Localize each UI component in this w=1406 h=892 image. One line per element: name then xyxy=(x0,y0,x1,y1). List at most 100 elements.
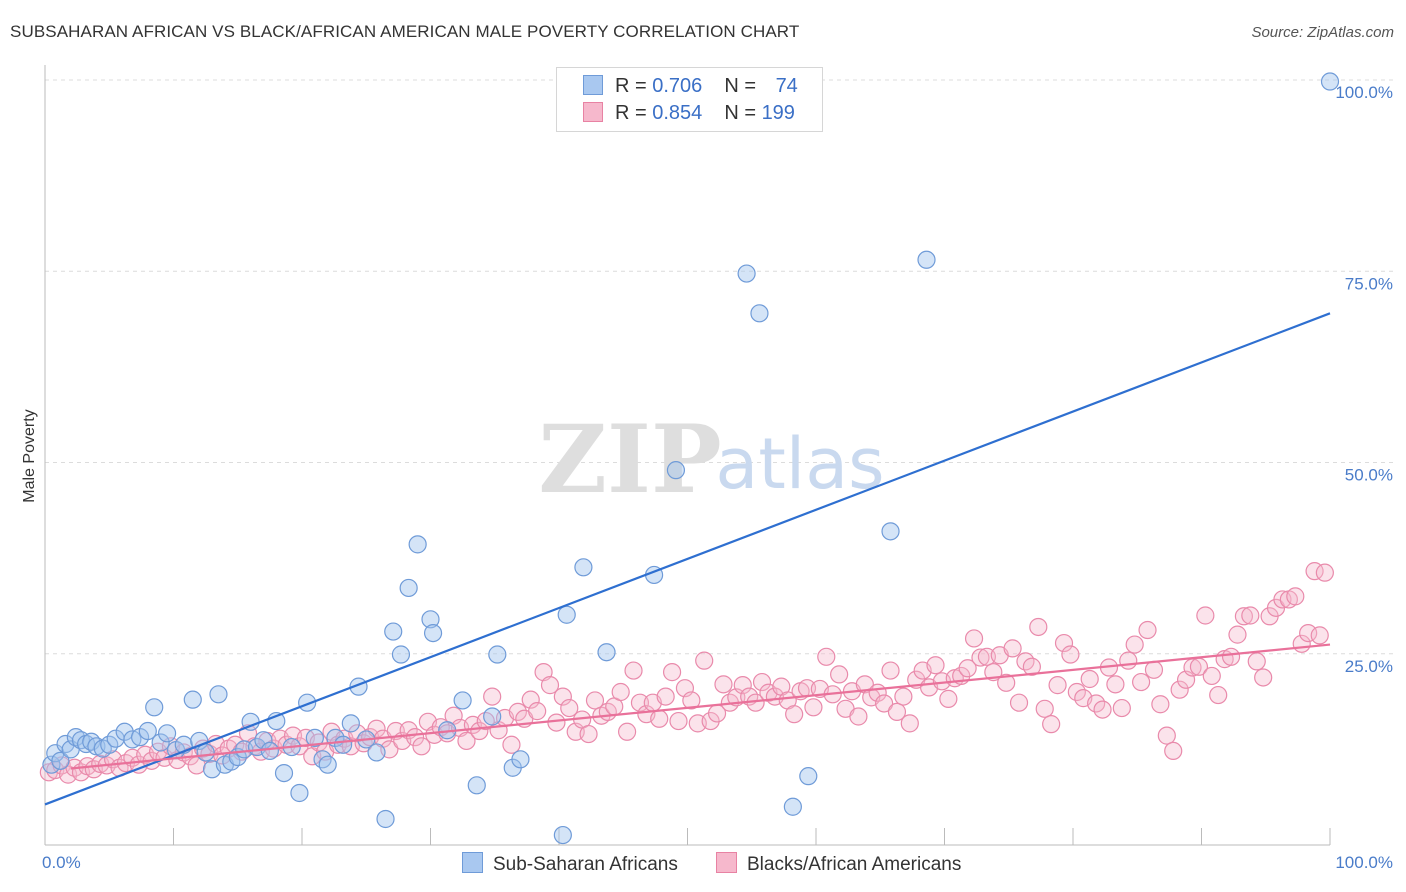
pink-point xyxy=(630,693,650,712)
blue-point xyxy=(51,751,70,770)
y-tick-label: 100.0% xyxy=(1335,83,1393,102)
correlation-legend: R = 0.706 N = 74 R = 0.854 N = 199 xyxy=(556,67,823,132)
blue-point xyxy=(334,735,353,754)
pink-point xyxy=(875,694,894,713)
y-tick-label: 25.0% xyxy=(1345,657,1393,676)
pink-point xyxy=(1009,693,1029,712)
pink-point xyxy=(1112,698,1131,718)
pink-point xyxy=(1144,660,1164,679)
pink-point xyxy=(1254,668,1273,687)
blue-point xyxy=(56,734,75,754)
pink-point xyxy=(971,648,990,667)
pink-point xyxy=(1234,607,1254,626)
blue-point xyxy=(881,522,900,541)
pink-point xyxy=(1119,651,1138,670)
pink-point xyxy=(1209,685,1228,705)
blue-point xyxy=(305,728,324,748)
pink-point xyxy=(405,728,425,747)
blue-point xyxy=(391,645,411,664)
pink-point xyxy=(547,713,566,732)
blue-point xyxy=(737,264,756,283)
pink-point xyxy=(553,687,572,706)
pink-trendline xyxy=(70,643,1331,770)
pink-point xyxy=(1202,666,1221,686)
pink-point xyxy=(1022,657,1041,676)
blue-point xyxy=(421,610,440,629)
pink-point xyxy=(1106,675,1125,694)
pink-point xyxy=(881,661,900,680)
pink-point xyxy=(714,675,733,694)
bottom-legend-pink: Blacks/African Americans xyxy=(716,852,961,876)
blue-point xyxy=(1320,72,1340,91)
tick-labels: 25.0% 50.0% 75.0% 100.0% 0.0% 100.0% xyxy=(42,83,1393,872)
blue-point xyxy=(408,535,427,554)
blue-point xyxy=(367,743,386,762)
blue-point xyxy=(557,605,576,624)
pink-point xyxy=(900,714,919,733)
blue-point xyxy=(467,776,486,795)
blue-point xyxy=(574,558,593,577)
pink-point xyxy=(1048,676,1067,695)
pink-point xyxy=(1299,623,1318,643)
blue-point xyxy=(553,825,572,845)
pink-point xyxy=(662,663,682,682)
pink-point xyxy=(939,689,958,708)
blue-point xyxy=(666,461,686,480)
blue-point xyxy=(488,645,507,664)
blue-point xyxy=(260,741,279,761)
pink-point xyxy=(1286,587,1305,606)
legend-swatch-blue xyxy=(583,75,603,95)
pink-point xyxy=(579,724,598,744)
blue-point xyxy=(453,691,472,710)
pink-point xyxy=(656,687,675,706)
pink-point xyxy=(733,676,752,695)
x-tick-label: 100.0% xyxy=(1335,853,1393,872)
blue-point xyxy=(157,724,177,743)
pink-point xyxy=(1132,672,1151,692)
blue-point xyxy=(511,750,530,769)
pink-point xyxy=(682,691,701,710)
pink-point xyxy=(502,735,521,754)
legend-r-value: 0.854 xyxy=(652,102,703,124)
pink-point xyxy=(964,629,984,648)
blue-series-points xyxy=(42,72,1340,845)
pink-point xyxy=(1228,625,1247,644)
pink-point xyxy=(1138,620,1157,640)
blue-point xyxy=(145,698,164,717)
pink-point xyxy=(1029,617,1048,637)
pink-point xyxy=(528,702,547,721)
pink-point xyxy=(1093,700,1112,719)
pink-point xyxy=(483,687,502,706)
y-tick-label: 50.0% xyxy=(1345,466,1393,485)
legend-row-pink: R = 0.854 N = 199 xyxy=(583,100,795,126)
pink-point xyxy=(560,698,579,718)
pink-point xyxy=(1241,606,1260,625)
blue-point xyxy=(483,707,502,726)
blue-point xyxy=(750,304,769,323)
pink-point xyxy=(887,702,907,721)
legend-r-label: R = xyxy=(615,102,653,124)
pink-point xyxy=(752,672,772,692)
y-axis-label: Male Poverty xyxy=(21,409,38,502)
legend-n-label: N = xyxy=(724,102,762,124)
blue-point xyxy=(399,578,418,598)
blue-point xyxy=(783,797,802,816)
pink-point xyxy=(1170,680,1189,699)
legend-n-label: N = xyxy=(724,75,762,97)
blue-point xyxy=(341,714,360,733)
legend-label-blue: Sub-Saharan Africans xyxy=(493,854,678,875)
pink-point xyxy=(521,690,540,709)
pink-point xyxy=(618,722,637,741)
pink-point xyxy=(540,676,560,695)
pink-point xyxy=(894,687,913,706)
pink-point xyxy=(476,711,495,731)
pink-point xyxy=(650,709,669,728)
pink-point xyxy=(1061,645,1080,664)
blue-point xyxy=(799,767,818,786)
blue-point xyxy=(209,685,228,704)
chart-title: SUBSAHARAN AFRICAN VS BLACK/AFRICAN AMER… xyxy=(10,22,800,41)
legend-n-value: 199 xyxy=(761,102,795,124)
pink-point xyxy=(1164,741,1183,761)
blue-point xyxy=(313,750,332,769)
pink-point xyxy=(508,702,527,721)
